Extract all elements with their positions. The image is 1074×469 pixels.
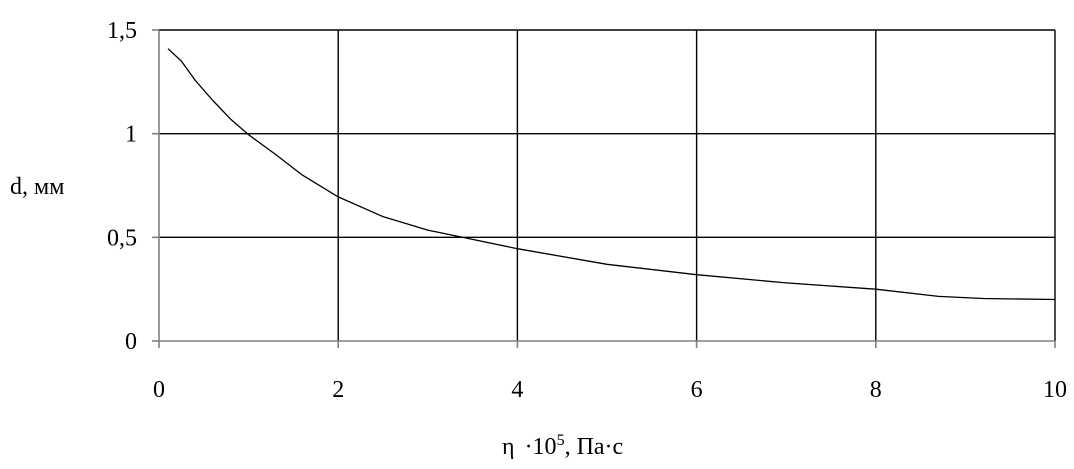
- series-line-0: [167, 48, 1056, 301]
- x-axis-label: η ·105, Па·с: [502, 432, 623, 460]
- x-axis-label-unit: , Па·с: [565, 434, 624, 460]
- y-tick-label-0: 0: [125, 329, 137, 355]
- x-tick-label-5: 10: [1043, 377, 1067, 403]
- y-tick-label-3: 1,5: [107, 18, 137, 44]
- y-axis-label: d, мм: [10, 174, 64, 200]
- tick-label-layer: 0 0,5 1 1,5 0 2 4 6 8 10: [107, 18, 1067, 403]
- x-tick-label-3: 6: [691, 377, 703, 403]
- x-axis-label-symbol: η: [502, 434, 515, 460]
- x-tick-label-1: 2: [332, 377, 344, 403]
- series-layer: [167, 48, 1056, 301]
- x-axis-label-factor-base: ·10: [525, 434, 557, 460]
- x-axis-label-factor-exponent: 5: [557, 432, 565, 449]
- x-tick-label-2: 4: [511, 377, 523, 403]
- y-tick-label-1: 0,5: [107, 225, 137, 251]
- grid-layer: [159, 29, 1056, 341]
- axis-layer: [152, 29, 1056, 348]
- x-tick-label-4: 8: [870, 377, 882, 403]
- x-tick-label-0: 0: [153, 377, 165, 403]
- y-tick-label-2: 1: [125, 122, 137, 148]
